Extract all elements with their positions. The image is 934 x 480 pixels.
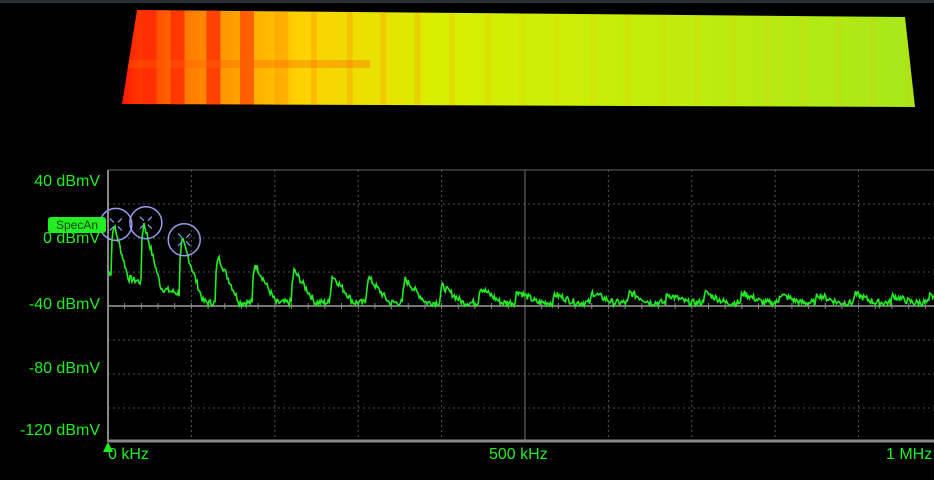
peak-marker[interactable] [167, 222, 201, 257]
peak-marker-circle [129, 205, 163, 240]
waterfall-harmonic-stripe [800, 10, 806, 107]
origin-arrow-icon[interactable] [103, 442, 113, 452]
waterfall-harmonic-stripe [554, 10, 561, 107]
waterfall-harmonic-stripe [694, 10, 701, 107]
waterfall-band [122, 60, 370, 68]
waterfall-harmonic-stripe [484, 10, 491, 107]
peak-marker[interactable] [129, 205, 163, 240]
waterfall-harmonic-stripe [870, 10, 877, 107]
waterfall-harmonic-stripe [142, 10, 157, 107]
channel-tag[interactable]: SpecAn [48, 217, 106, 233]
waterfall-harmonic-stripe [310, 10, 317, 107]
spectrum-trace [107, 222, 934, 310]
waterfall-harmonic-stripe [764, 10, 771, 107]
y-tick-label: -80 dBmV [28, 360, 100, 377]
spectrum-trace-line [107, 222, 934, 310]
waterfall-3d-view [122, 10, 915, 107]
waterfall-harmonic-stripe [519, 10, 526, 107]
peak-marker-cross-icon [109, 217, 123, 231]
y-tick-label: 0 dBmV [43, 230, 100, 247]
top-toolbar-strip [0, 0, 934, 3]
waterfall-harmonic-stripe [905, 10, 912, 107]
waterfall-harmonic-stripe [659, 10, 666, 107]
waterfall-harmonic-stripe [729, 10, 736, 107]
waterfall-harmonic-stripe [449, 10, 455, 107]
waterfall-harmonic-stripe [380, 10, 387, 107]
waterfall-harmonic-stripe [414, 10, 421, 107]
waterfall-harmonic-stripe [589, 10, 596, 107]
waterfall-harmonic-stripe [239, 10, 254, 107]
y-tick-label: -120 dBmV [19, 422, 100, 439]
waterfall-harmonic-stripe [346, 10, 353, 107]
x-tick-label: 500 kHz [489, 446, 548, 463]
x-tick-label: 1 MHz [886, 446, 933, 463]
y-tick-label: -40 dBmV [28, 296, 100, 313]
waterfall-harmonic-stripe [170, 10, 185, 107]
waterfall-harmonic-stripe [206, 10, 221, 107]
y-tick-label: 40 dBmV [34, 173, 100, 190]
peak-marker-cross-icon [177, 233, 191, 247]
peak-marker-cross-icon [139, 216, 153, 230]
waterfall-harmonic-stripe [835, 10, 842, 107]
x-tick-label: 0 kHz [108, 446, 149, 463]
peak-marker-circle [167, 222, 201, 257]
plot-grid [107, 169, 934, 443]
waterfall-harmonic-stripe [624, 10, 631, 107]
waterfall-harmonic-stripe [274, 10, 289, 107]
